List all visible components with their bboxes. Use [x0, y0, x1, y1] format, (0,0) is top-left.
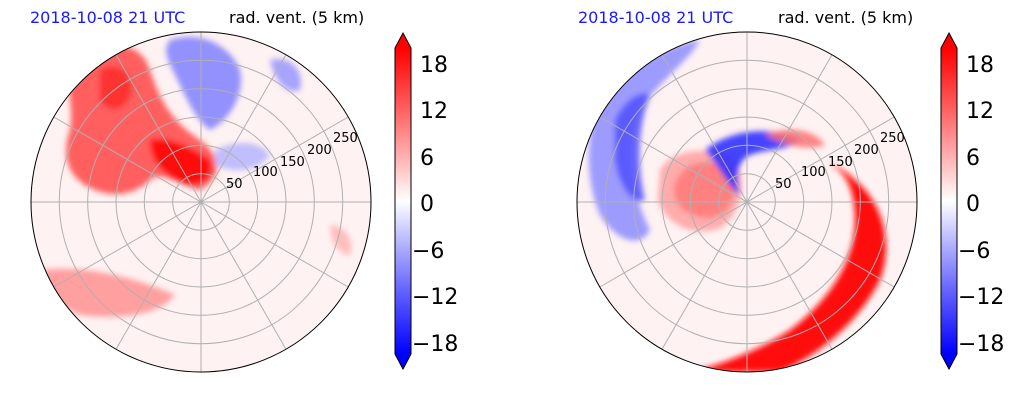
panel-left-variable-title: rad. vent. (5 km): [229, 8, 364, 27]
colorbar-left-extend-top: [395, 33, 411, 48]
negative-ring-center: [705, 131, 800, 195]
colorbar-right-ramp: [941, 48, 957, 354]
radial-tick-labels-right: 50 100 150 200 250: [775, 131, 905, 192]
panel-right-variable-title: rad. vent. (5 km): [778, 8, 913, 27]
colorbar-left-extend-bottom: [395, 354, 411, 369]
colorbar-tick-label: −6: [958, 239, 990, 264]
radial-tick-label: 200: [854, 143, 879, 158]
colorbar-tick-label: 18: [420, 53, 448, 78]
colorbar-tick-label: −18: [958, 332, 1004, 357]
colorbar-tick-label: −12: [412, 285, 458, 310]
colorbar-right-ticks: 18 12 6 0 −6 −12 −18: [958, 53, 1004, 357]
polar-frame-right: [576, 31, 918, 373]
colorbar-left-ramp: [395, 48, 411, 354]
polar-grid-right: [577, 32, 917, 372]
polar-plot-left: 50 100 150 200 250: [30, 31, 372, 373]
negative-band-west-core: [615, 93, 650, 201]
colorbar-tick-label: 18: [966, 53, 994, 78]
positive-streak-nw: [100, 66, 131, 110]
positive-streak-ne: [765, 129, 825, 148]
colorbar-right-extend-bottom: [941, 354, 957, 369]
negative-streak-ne: [270, 59, 301, 92]
colorbar-tick-label: 0: [966, 192, 980, 217]
colorbar-left-outline: [394, 31, 412, 371]
panel-right: 2018-10-08 21 UTC rad. vent. (5 km): [576, 8, 1004, 373]
negative-patch-e: [215, 143, 270, 171]
radial-tick-label: 50: [775, 177, 792, 192]
panel-right-date-title: 2018-10-08 21 UTC: [578, 8, 733, 27]
colorbar-tick-label: 12: [420, 99, 448, 124]
colorbar-tick-label: −12: [958, 285, 1004, 310]
colorbar-right: 18 12 6 0 −6 −12 −18: [940, 31, 1004, 371]
radial-tick-label: 250: [880, 131, 905, 146]
radial-tick-label: 50: [226, 177, 243, 192]
radial-tick-label: 200: [307, 143, 332, 158]
radial-tick-label: 150: [828, 155, 853, 170]
colorbar-right-outline: [940, 31, 958, 371]
radial-tick-label: 250: [333, 131, 358, 146]
positive-spiral-band: [690, 165, 886, 372]
positive-core-nw: [150, 139, 212, 185]
radial-tick-labels-left: 50 100 150 200 250: [226, 131, 358, 192]
colorbar-tick-label: 6: [966, 146, 980, 171]
negative-blob-n: [166, 36, 241, 130]
radial-tick-label: 150: [280, 155, 305, 170]
colorbar-tick-label: 12: [966, 99, 994, 124]
panel-left-date-title: 2018-10-08 21 UTC: [30, 8, 185, 27]
polar-grid-left: [31, 32, 371, 372]
radial-tick-label: 100: [801, 165, 826, 180]
colorbar-tick-label: −18: [412, 332, 458, 357]
radial-tick-label: 100: [253, 165, 278, 180]
colorbar-tick-label: 0: [420, 192, 434, 217]
colorbar-tick-label: −6: [412, 239, 444, 264]
colorbar-left: 18 12 6 0 −6 −12 −18: [394, 31, 458, 371]
polar-frame-left: [30, 31, 372, 373]
colorbar-tick-label: 6: [420, 146, 434, 171]
colorbar-left-ticks: 18 12 6 0 −6 −12 −18: [412, 53, 458, 357]
polar-plot-right: 50 100 150 200 250: [576, 31, 918, 373]
colorbar-right-extend-top: [941, 33, 957, 48]
panel-left: 2018-10-08 21 UTC rad. vent. (5 km): [30, 8, 458, 373]
positive-patch-e: [330, 225, 352, 255]
